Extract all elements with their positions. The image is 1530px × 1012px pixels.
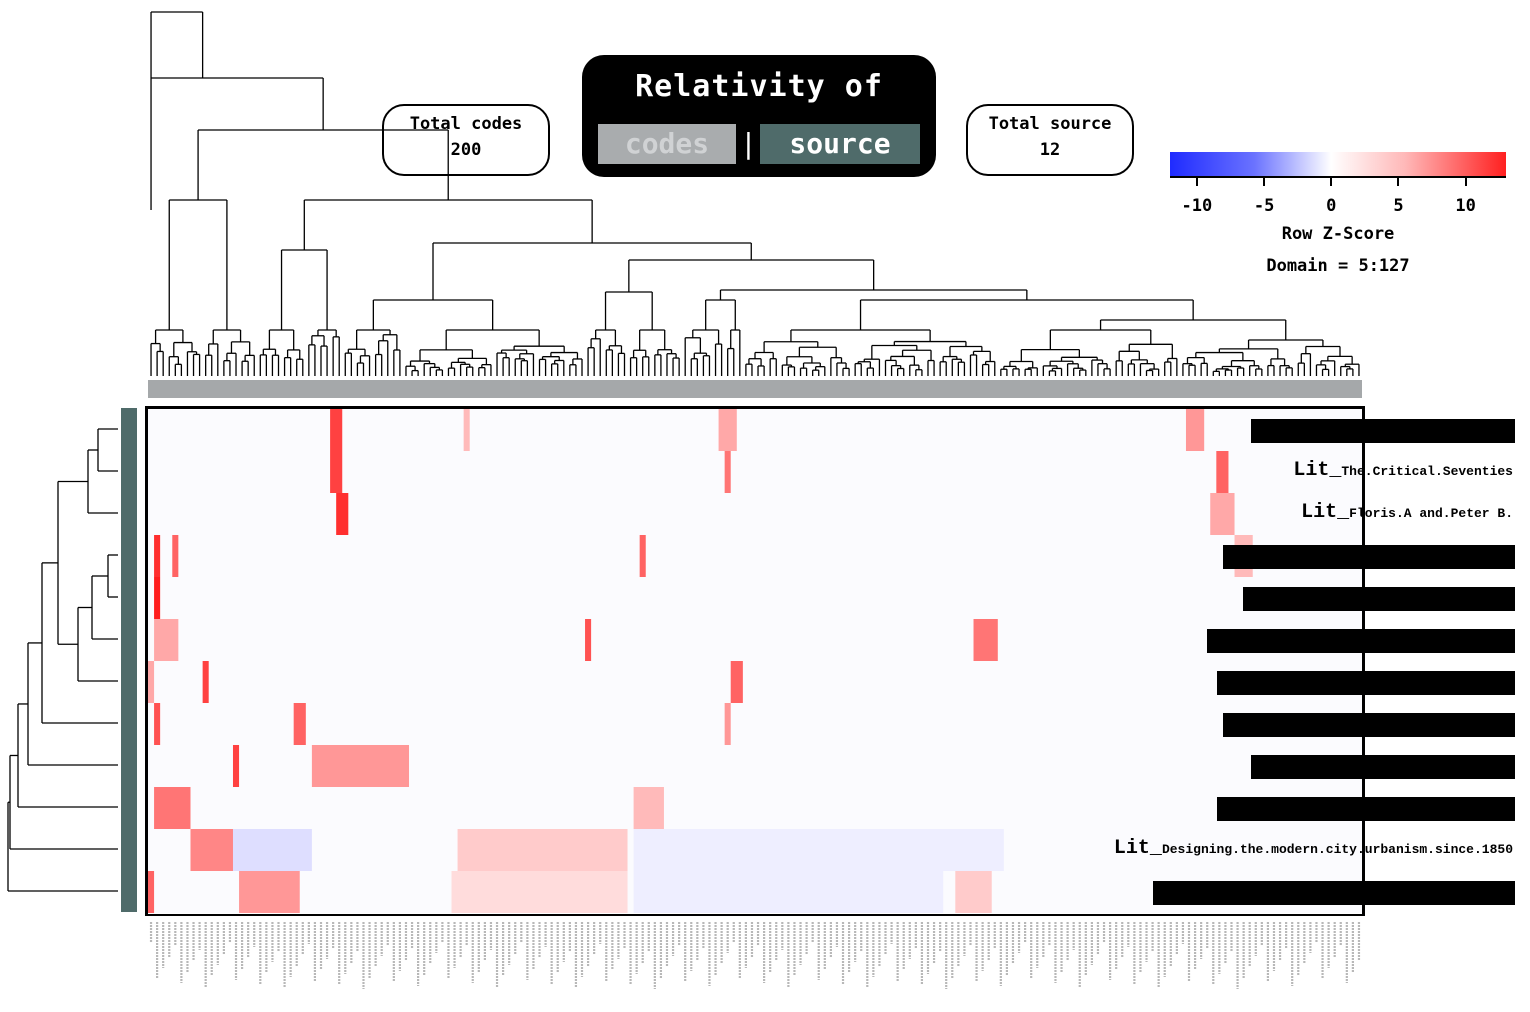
redacted-row-label bbox=[1207, 629, 1515, 653]
redacted-row-label bbox=[1251, 755, 1515, 779]
heatmap-cell bbox=[311, 745, 410, 787]
total-source-label: Total source bbox=[988, 114, 1112, 134]
colorbar-domain: Domain = 5:127 bbox=[1266, 256, 1410, 276]
colorbar-axis bbox=[1170, 176, 1506, 178]
heatmap-cell bbox=[718, 409, 737, 451]
heatmap-cell bbox=[154, 703, 161, 745]
heatmap-cell bbox=[633, 829, 1004, 871]
heatmap-cell bbox=[724, 703, 731, 745]
colorbar-tick bbox=[1464, 176, 1467, 186]
heatmap-frame bbox=[145, 406, 1365, 916]
heatmap-cell bbox=[336, 493, 349, 535]
column-group-bar bbox=[148, 380, 1362, 398]
heatmap-cell bbox=[633, 787, 664, 829]
colorbar-tick-label: -5 bbox=[1253, 196, 1275, 216]
redacted-row-label bbox=[1217, 797, 1515, 821]
colorbar-tick bbox=[1263, 176, 1266, 186]
row-dendrogram bbox=[7, 428, 118, 892]
toggle-separator: | bbox=[740, 127, 757, 160]
total-source-box: Total source 12 bbox=[966, 104, 1134, 176]
heatmap-cell bbox=[330, 451, 343, 493]
heatmap-cell bbox=[154, 535, 161, 577]
row-label: Lit_Designing.the.modern.city.urbanism.s… bbox=[1113, 837, 1513, 860]
redacted-row-label bbox=[1223, 713, 1515, 737]
heatmap-cell bbox=[232, 829, 312, 871]
redacted-row-label bbox=[1251, 419, 1515, 443]
heatmap-cell bbox=[293, 703, 306, 745]
colorbar-tick-label: 0 bbox=[1326, 196, 1337, 216]
heatmap-cell bbox=[463, 409, 470, 451]
row-label: Lit_Floris.A and.Peter B. bbox=[1301, 501, 1513, 524]
heatmap-cell bbox=[973, 619, 998, 661]
redacted-row-label bbox=[1153, 881, 1515, 905]
colorbar-tick bbox=[1330, 176, 1333, 186]
colorbar-gradient bbox=[1170, 152, 1506, 176]
heatmap-cell bbox=[451, 871, 628, 913]
heatmap bbox=[145, 406, 1365, 916]
heatmap-cell bbox=[232, 745, 240, 787]
total-codes-label: Total codes bbox=[409, 114, 523, 134]
heatmap-cell bbox=[154, 619, 179, 661]
heatmap-cell bbox=[1216, 451, 1229, 493]
total-codes-value: 200 bbox=[450, 140, 482, 160]
heatmap-cell bbox=[1210, 493, 1235, 535]
heatmap-cell bbox=[148, 661, 155, 703]
heatmap-cell bbox=[239, 871, 300, 913]
redacted-row-label bbox=[1223, 545, 1515, 569]
colorbar-tick-label: 5 bbox=[1393, 196, 1404, 216]
heatmap-cell bbox=[633, 871, 944, 913]
heatmap-cell bbox=[1185, 409, 1205, 451]
colorbar-tick bbox=[1195, 176, 1198, 186]
source-toggle-button[interactable]: source bbox=[760, 124, 920, 164]
redacted-row-label bbox=[1243, 587, 1515, 611]
heatmap-cell bbox=[148, 871, 155, 913]
column-labels bbox=[149, 922, 1361, 989]
total-codes-box: Total codes 200 bbox=[382, 104, 550, 176]
redacted-row-label bbox=[1217, 671, 1515, 695]
colorbar-tick-label: -10 bbox=[1181, 196, 1213, 216]
heatmap-cell bbox=[585, 619, 592, 661]
heatmap-cell bbox=[955, 871, 992, 913]
heatmap-cell bbox=[172, 535, 179, 577]
colorbar-title: Row Z-Score bbox=[1281, 224, 1395, 244]
heatmap-cell bbox=[202, 661, 209, 703]
colorbar-tick bbox=[1397, 176, 1400, 186]
heatmap-cell bbox=[330, 409, 343, 451]
heatmap-cell bbox=[457, 829, 628, 871]
row-group-bar bbox=[121, 408, 137, 912]
heatmap-cell bbox=[639, 535, 646, 577]
colorbar-tick-label: 10 bbox=[1455, 196, 1476, 216]
column-dendrogram bbox=[150, 11, 1360, 376]
heatmap-cell bbox=[730, 661, 743, 703]
heatmap-cell bbox=[724, 451, 731, 493]
heatmap-cell bbox=[154, 787, 191, 829]
codes-toggle-button[interactable]: codes bbox=[598, 124, 736, 164]
page-title: Relativity of bbox=[635, 69, 883, 104]
heatmap-cell bbox=[190, 829, 233, 871]
heatmap-cell bbox=[154, 577, 161, 619]
total-source-value: 12 bbox=[1039, 140, 1061, 160]
row-label: Lit_The.Critical.Seventies bbox=[1293, 459, 1513, 482]
